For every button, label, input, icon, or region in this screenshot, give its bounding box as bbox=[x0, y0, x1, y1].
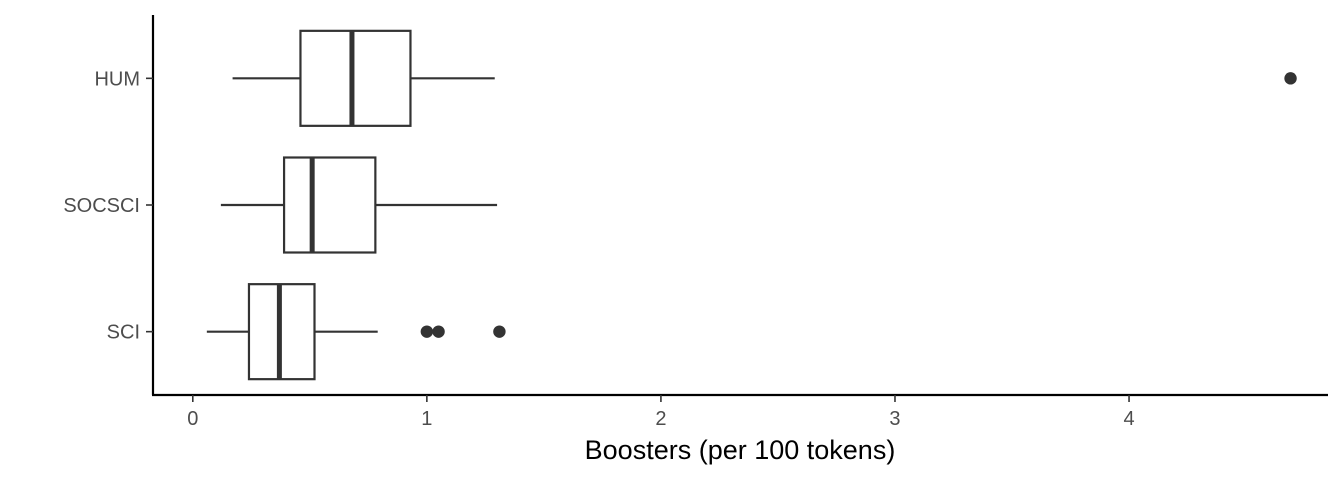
x-tick-label-0: 0 bbox=[187, 408, 198, 430]
outlier-sci-1 bbox=[420, 325, 434, 338]
outlier-hum-1 bbox=[1284, 72, 1297, 85]
y-tick-label-hum: HUM bbox=[94, 68, 140, 90]
outlier-sci-2 bbox=[432, 325, 445, 338]
x-tick-label-2: 2 bbox=[655, 408, 666, 430]
plot-area bbox=[206, 29, 1297, 381]
y-axis-ticks: HUM SOCSCI SCI bbox=[63, 68, 153, 344]
box-hum bbox=[299, 29, 412, 127]
x-tick-label-3: 3 bbox=[889, 408, 900, 430]
x-axis-ticks: 0 1 2 3 4 bbox=[187, 395, 1135, 430]
box-socsci bbox=[282, 156, 377, 254]
y-tick-label-sci: SCI bbox=[107, 322, 140, 344]
x-axis-title: Boosters (per 100 tokens) bbox=[585, 435, 896, 465]
outlier-sci-3 bbox=[493, 325, 506, 338]
y-tick-label-socsci: SOCSCI bbox=[63, 195, 140, 217]
x-tick-label-4: 4 bbox=[1123, 408, 1134, 430]
x-tick-label-1: 1 bbox=[421, 408, 432, 430]
